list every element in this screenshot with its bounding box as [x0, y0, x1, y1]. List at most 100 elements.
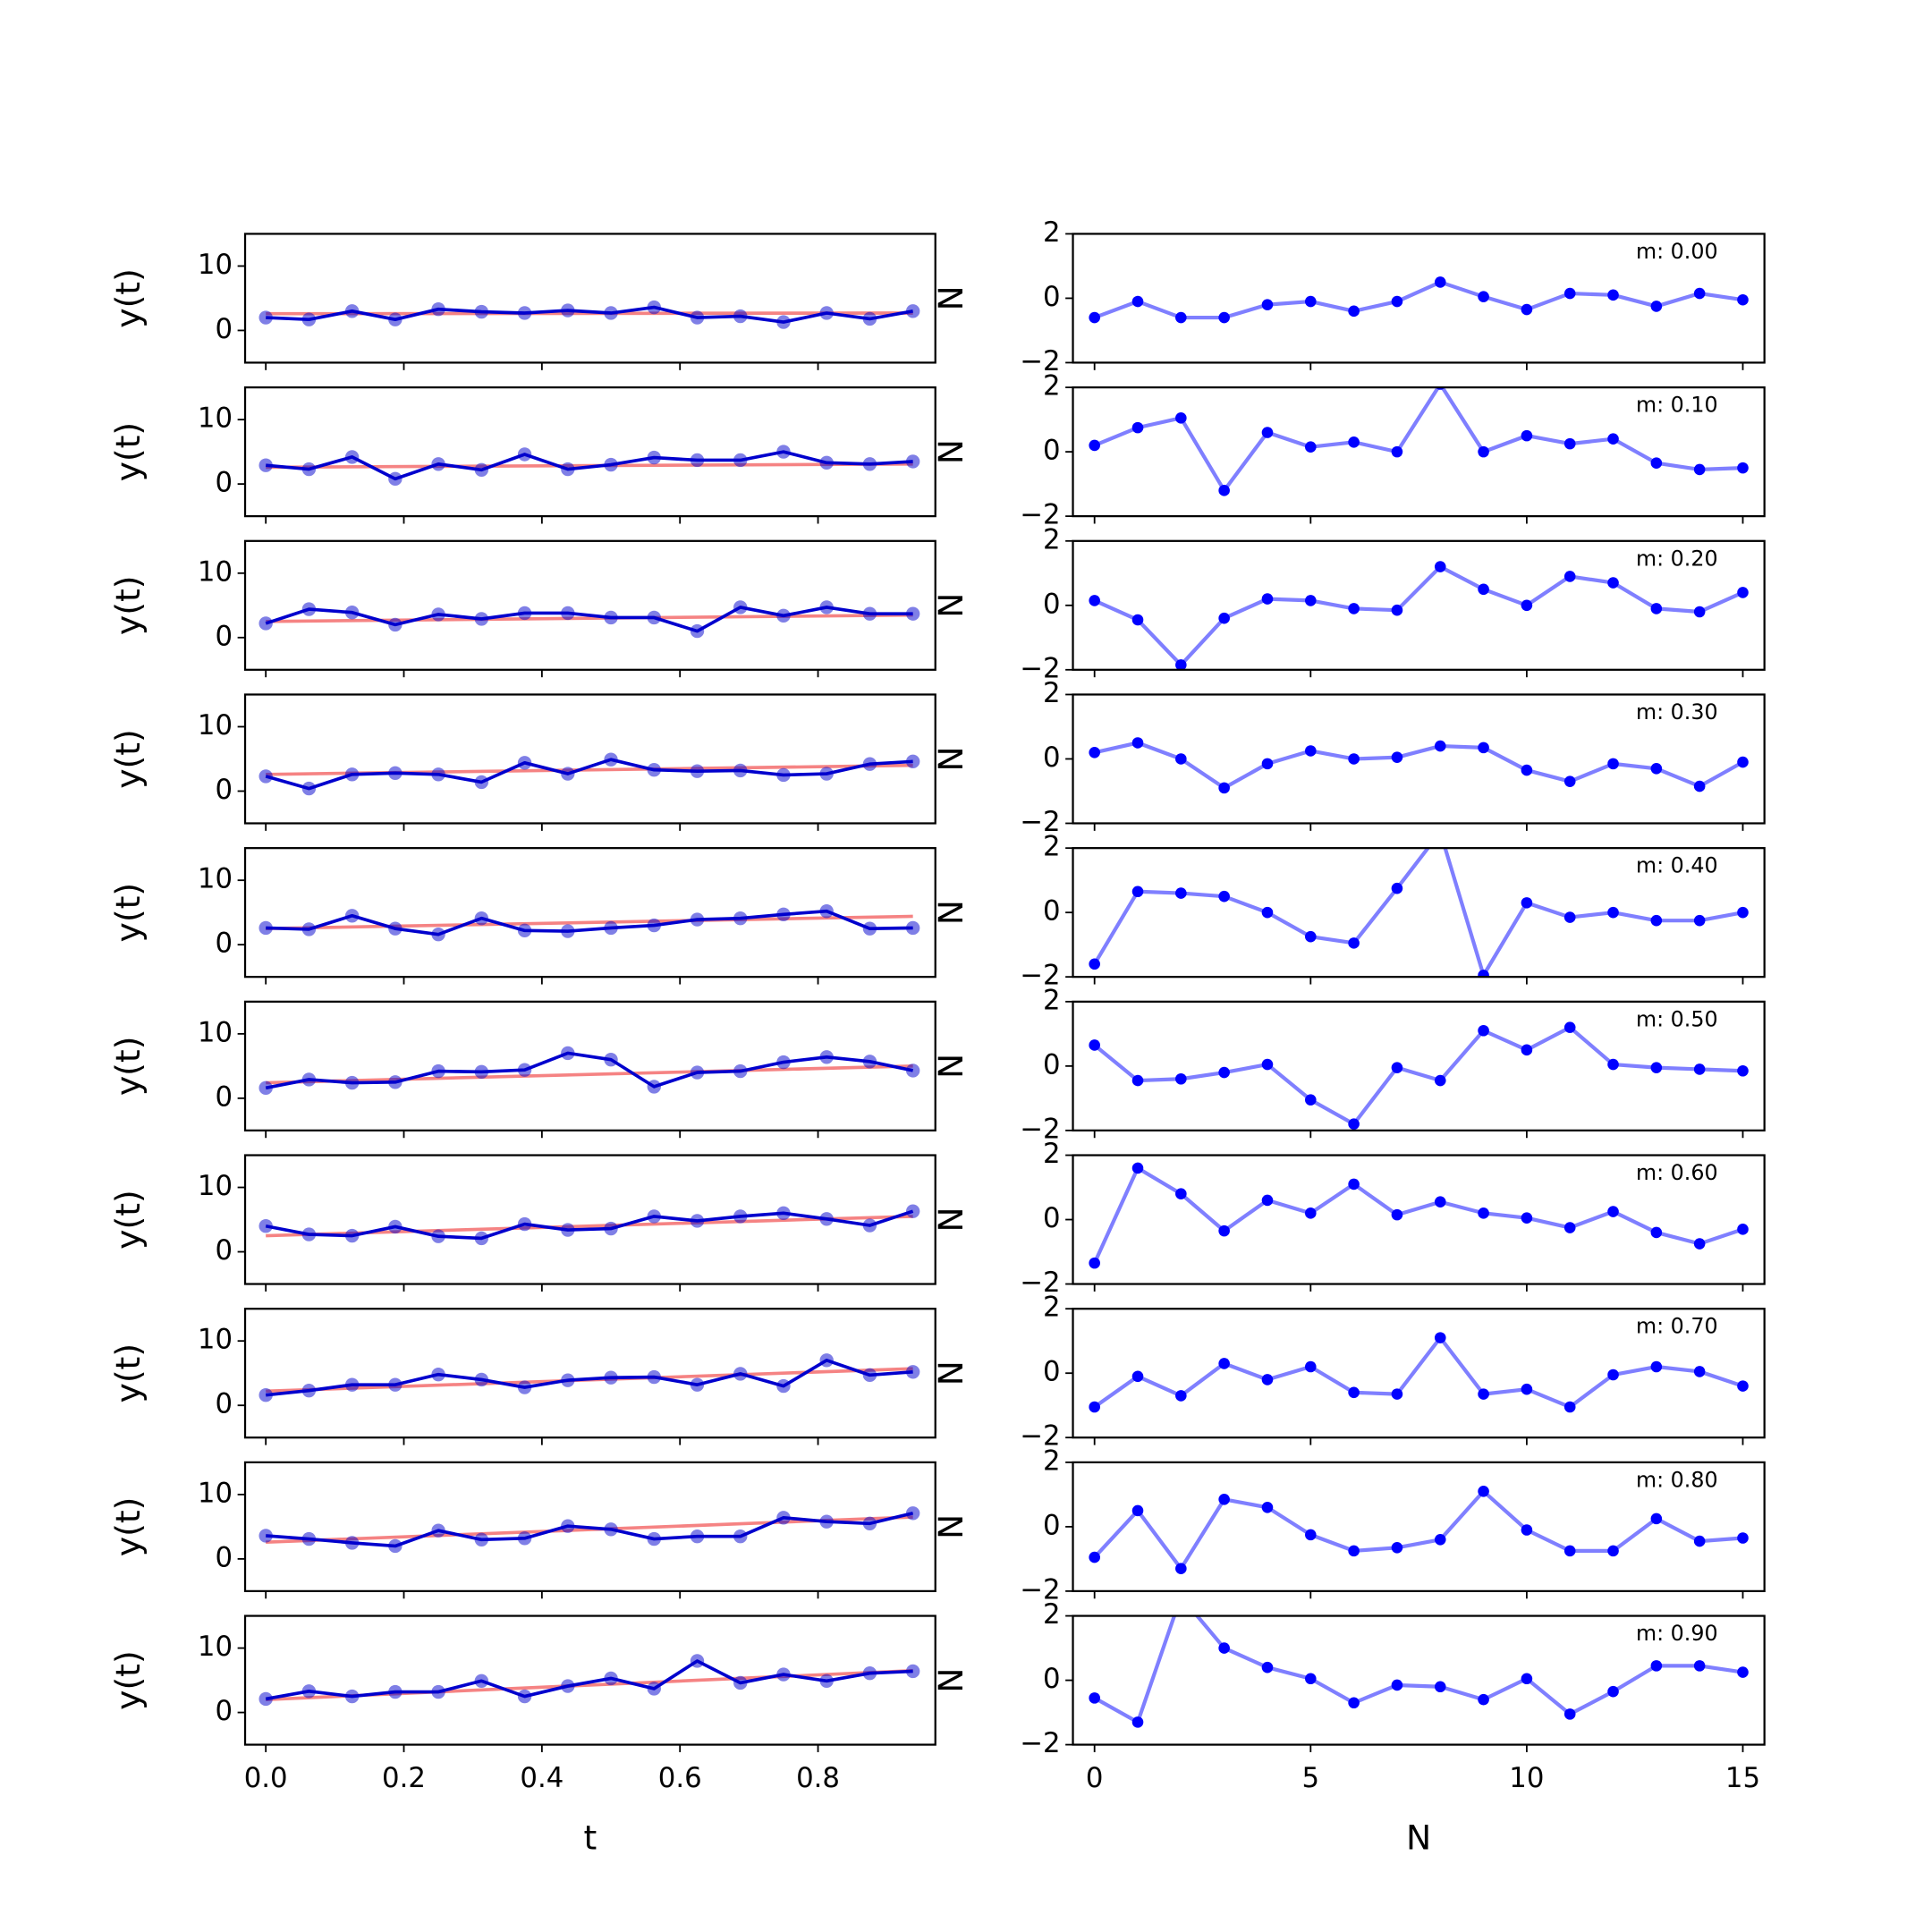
point: [1563, 911, 1576, 923]
point: [517, 1689, 532, 1704]
point: [301, 312, 317, 326]
annotation: m: 0.90: [1636, 1621, 1718, 1646]
point: [561, 924, 575, 938]
point: [1391, 295, 1403, 308]
point: [1089, 595, 1100, 606]
series-line: [266, 450, 913, 481]
x-axis-label: t: [583, 1818, 597, 1857]
series-line: [265, 1051, 914, 1090]
point: [1650, 301, 1663, 312]
point: [1478, 445, 1489, 458]
point: [1650, 1226, 1663, 1239]
point: [862, 606, 877, 621]
point: [1434, 1533, 1446, 1546]
point: [690, 912, 705, 927]
point: [1218, 890, 1230, 902]
point: [258, 458, 273, 472]
y-tick-label: 2: [1043, 1292, 1061, 1324]
point: [905, 304, 920, 318]
point: [1391, 1679, 1403, 1691]
plot-area: [258, 445, 920, 487]
y-tick-label: 2: [1043, 370, 1061, 402]
point: [561, 767, 575, 781]
point: [1693, 287, 1706, 300]
point: [776, 445, 791, 459]
point: [258, 1080, 273, 1096]
y-tick-label: −2: [1020, 960, 1060, 992]
y-axis-label: N: [931, 900, 970, 925]
plot-area: [258, 300, 920, 329]
point: [388, 312, 402, 326]
y-axis-label: N: [931, 1207, 970, 1232]
point: [344, 1689, 360, 1704]
subplot: 0 10 y(t): [108, 847, 936, 985]
point: [1521, 1673, 1533, 1685]
point: [301, 1383, 317, 1398]
point: [690, 453, 705, 468]
y-tick-label: −2: [1020, 499, 1060, 531]
y-axis-label: y(t): [108, 1343, 148, 1403]
point: [561, 303, 575, 318]
point: [388, 1377, 402, 1392]
point: [561, 606, 575, 621]
point: [1737, 293, 1749, 306]
y-tick-label: 10: [198, 249, 233, 281]
y-tick-label: 10: [198, 1170, 233, 1202]
point: [1348, 436, 1360, 448]
point: [905, 754, 920, 769]
point: [862, 1218, 877, 1233]
series-line: [265, 1358, 913, 1397]
series-line: [266, 914, 913, 930]
subplot: −2 0 2 Nm: 0.50: [931, 984, 1766, 1145]
annotation: m: 0.10: [1636, 393, 1718, 418]
point: [431, 1523, 445, 1538]
point: [862, 1055, 877, 1069]
point: [1089, 1257, 1100, 1269]
point: [819, 904, 834, 919]
point: [344, 1536, 360, 1550]
axes-frame: [243, 233, 936, 364]
subplot: −2 0 2 Nm: 0.40: [931, 831, 1766, 992]
point: [733, 1530, 748, 1544]
point: [388, 1075, 402, 1089]
point: [819, 600, 834, 614]
subplot: 0 10 y(t): [108, 386, 936, 524]
series-line: [1093, 564, 1744, 667]
point: [604, 752, 618, 767]
point: [1434, 1332, 1446, 1343]
plot-area: [1089, 1485, 1749, 1574]
point: [733, 911, 748, 926]
y-axis-label: N: [931, 1360, 970, 1385]
point: [1131, 1370, 1144, 1383]
y-axis-label: N: [931, 1514, 970, 1539]
point: [344, 1228, 360, 1243]
point: [1175, 1072, 1187, 1085]
point: [1348, 1386, 1360, 1399]
point: [1434, 1681, 1446, 1693]
point: [819, 1674, 834, 1688]
y-tick-label: 10: [198, 402, 233, 435]
point: [1175, 1563, 1187, 1574]
point: [1348, 1118, 1360, 1130]
point: [1693, 1238, 1706, 1250]
point: [517, 756, 532, 770]
y-tick-label: 2: [1043, 984, 1061, 1016]
point: [1391, 1208, 1403, 1221]
point: [1218, 1066, 1230, 1079]
y-axis-label: N: [931, 593, 970, 618]
point: [733, 309, 748, 324]
subplot: −2 0 2 Nm: 0.80: [931, 1445, 1766, 1606]
series-line: [265, 1209, 914, 1241]
point: [517, 1531, 532, 1546]
point: [1348, 1697, 1360, 1709]
point: [1521, 897, 1533, 909]
point: [1607, 1545, 1619, 1557]
point: [819, 767, 834, 781]
y-tick-label: 10: [198, 709, 233, 741]
point: [690, 1377, 705, 1392]
y-axis-label: y(t): [108, 422, 148, 482]
point: [258, 1387, 273, 1402]
point: [647, 763, 661, 777]
point: [1089, 958, 1100, 970]
